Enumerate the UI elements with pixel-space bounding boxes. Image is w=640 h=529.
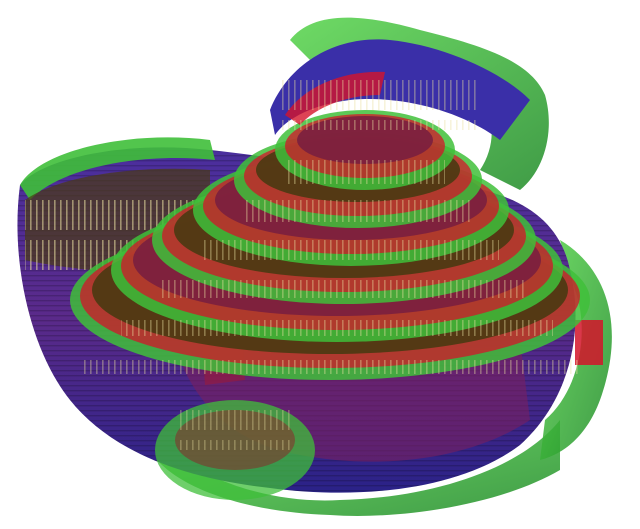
lower-lobe — [155, 400, 315, 500]
terrace-wall-texture — [203, 236, 499, 260]
terrace-group — [70, 110, 590, 380]
terrace-wall-texture — [80, 350, 580, 374]
terrace-wall-texture — [121, 312, 553, 336]
terrace-wall-texture — [285, 160, 445, 184]
terrace-wall-texture — [244, 198, 472, 222]
top-cap — [270, 39, 530, 140]
terrace-wall-texture — [162, 274, 526, 298]
